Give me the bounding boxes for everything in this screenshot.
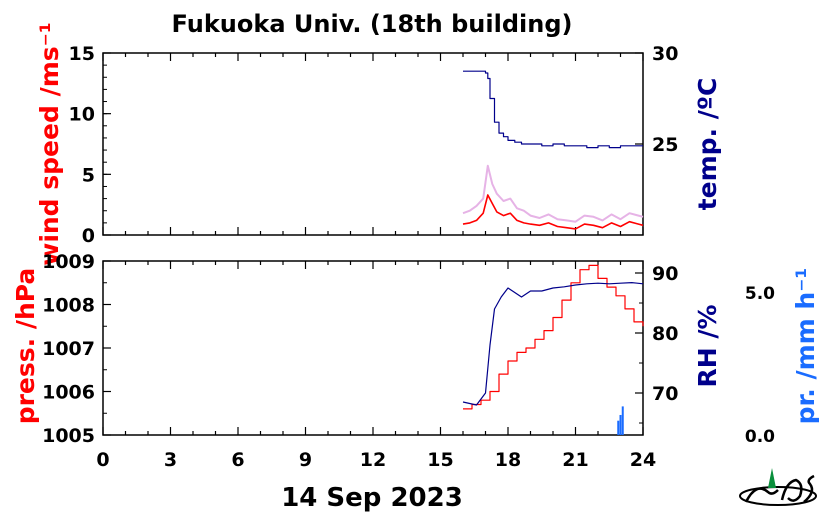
y-tick-label-left: 1008: [42, 295, 95, 317]
university-logo: [739, 468, 817, 506]
x-tick-label: 24: [630, 449, 656, 471]
y-tick-label-left: 5: [82, 164, 95, 186]
humidity-line: [462, 282, 644, 406]
y-tick-label-precip: 5.0: [745, 284, 775, 304]
wind-gust-line: [462, 164, 644, 223]
wind-speed-line: [462, 194, 644, 230]
y-tick-label-right: 80: [652, 323, 678, 345]
pressure-line: [463, 264, 644, 410]
y-tick-label-right: 90: [652, 263, 678, 285]
x-tick-label: 12: [360, 449, 386, 471]
x-tick-label: 0: [96, 449, 109, 471]
y-tick-label-precip: 0.0: [745, 427, 775, 447]
precip-bar: [619, 414, 622, 435]
temperature-line: [463, 70, 643, 149]
y-tick-label-left: 15: [69, 43, 95, 65]
chart-title: Fukuoka Univ. (18th building): [172, 10, 573, 38]
y-tick-label-left: 1005: [42, 425, 95, 447]
y-tick-label-left: 10: [69, 104, 95, 126]
x-tick-label: 6: [231, 449, 244, 471]
x-tick-label: 15: [427, 449, 453, 471]
y-axis-label-wind: wind speed /ms⁻¹: [35, 22, 64, 266]
bottom-panel: 0 3 6 9 12 15 18 21 24 1005 1006 1007 1008 1009 70 80 90…: [11, 251, 820, 471]
y-tick-label-left: 1009: [42, 251, 95, 273]
top-panel: 0 5 10 15 25 30 wind speed /ms⁻¹ temp. /ºC: [35, 22, 722, 266]
precip-bar: [617, 420, 620, 435]
y-tick-label-left: 0: [82, 225, 95, 247]
x-tick-label: 18: [495, 449, 521, 471]
y-tick-label-left: 1006: [42, 382, 95, 404]
y-axis-label-temp: temp. /ºC: [693, 78, 722, 211]
precip-bar: [621, 406, 624, 435]
y-tick-label-left: 1007: [42, 338, 95, 360]
y-tick-label-right: 70: [652, 383, 678, 405]
y-axis-label-pressure: press. /hPa: [11, 268, 40, 425]
y-axis-label-rh: RH /%: [693, 304, 722, 387]
y-tick-label-right: 25: [652, 134, 678, 156]
x-tick-label: 9: [299, 449, 312, 471]
x-tick-label: 3: [164, 449, 177, 471]
x-tick-label: 21: [562, 449, 588, 471]
date-label: 14 Sep 2023: [281, 483, 463, 513]
y-axis-label-precip: pr. /mm h⁻¹: [791, 268, 820, 425]
y-tick-label-right: 30: [652, 43, 678, 65]
